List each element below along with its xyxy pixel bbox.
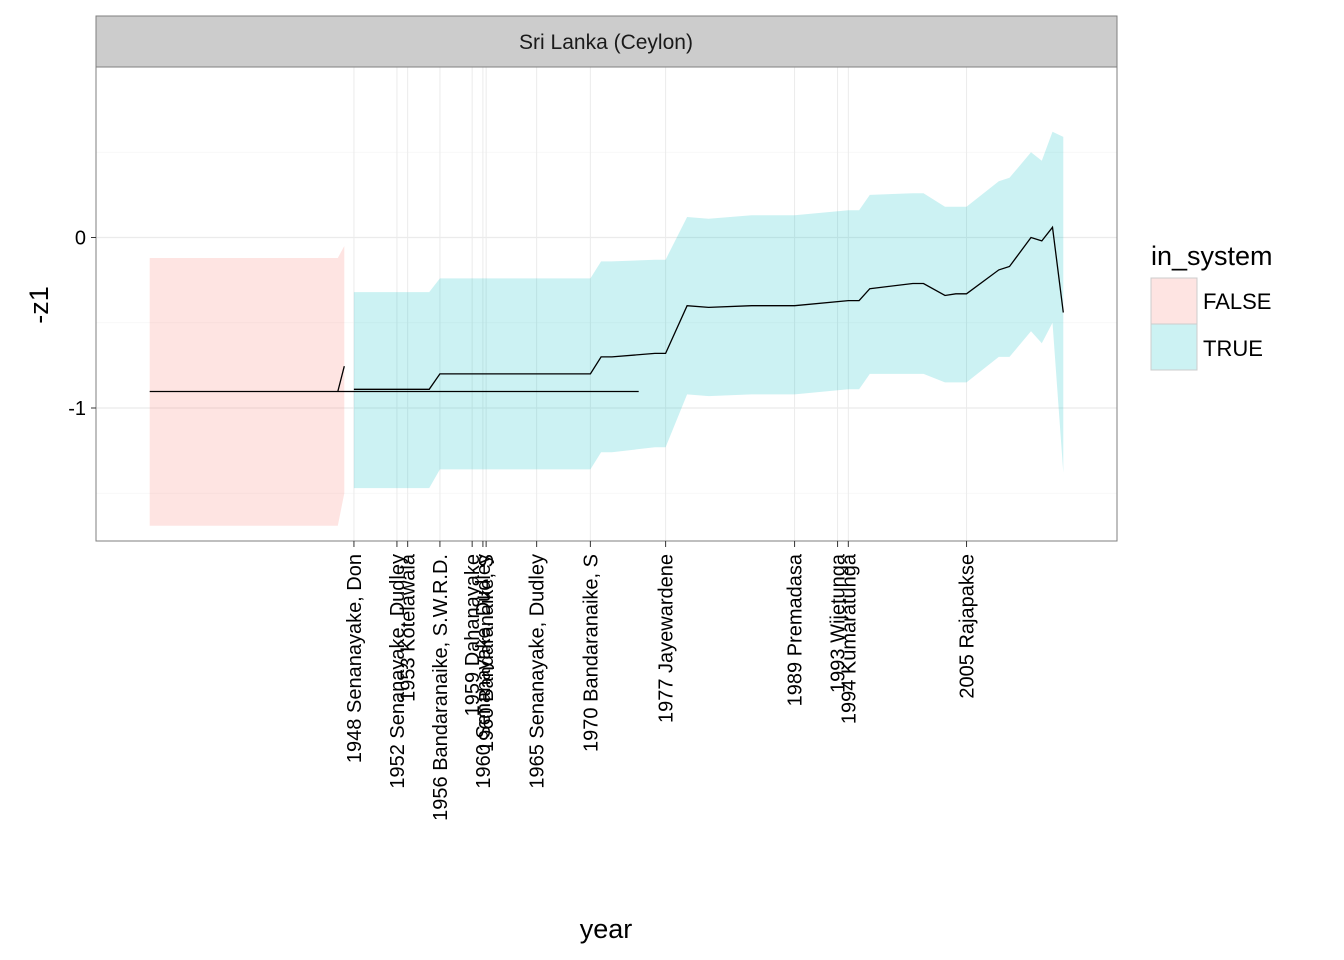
x-axis: 1948 Senanayake, Don 1952 Senanayake, Dud… bbox=[344, 541, 979, 821]
x-tick-label: 2005 Rajapakse bbox=[957, 554, 979, 699]
x-tick-label: 1993 Wijetunga bbox=[828, 553, 850, 693]
ribbon-true bbox=[353, 131, 1064, 489]
legend-label-false: FALSE bbox=[1203, 289, 1271, 314]
legend-title: in_system bbox=[1151, 241, 1273, 271]
x-tick-label: 1994 Kumaratunga bbox=[838, 553, 860, 724]
x-tick-label: 1952 Senanayake, Dudley bbox=[387, 554, 409, 789]
x-tick-label: 1989 Premadasa bbox=[785, 553, 807, 706]
grid-layer bbox=[96, 67, 1117, 541]
y-axis-title: -z1 bbox=[24, 286, 54, 324]
ribbon-false bbox=[149, 246, 639, 526]
legend: in_system FALSE TRUE bbox=[1150, 241, 1273, 371]
x-tick-label: 1977 Jayewardene bbox=[656, 554, 678, 723]
plot-panel bbox=[95, 66, 1118, 542]
facet-strip: Sri Lanka (Ceylon) bbox=[95, 15, 1118, 68]
x-tick-label: 1953 Kotelawala bbox=[398, 553, 420, 702]
legend-item-true: TRUE bbox=[1150, 323, 1263, 371]
facet-strip-title: Sri Lanka (Ceylon) bbox=[519, 31, 693, 54]
y-axis: 0 -1 bbox=[68, 228, 96, 420]
x-tick-label: 1970 Bandaranaike, S bbox=[580, 554, 602, 752]
y-tick-label: -1 bbox=[68, 398, 86, 420]
y-tick-label: 0 bbox=[75, 228, 86, 250]
x-tick-label: 1960 Bandaranaike, S bbox=[476, 554, 498, 752]
x-tick-label: 1948 Senanayake, Don bbox=[344, 554, 366, 763]
line-false bbox=[149, 366, 639, 393]
x-tick-label: 1959 Dahanayake bbox=[462, 554, 484, 716]
facet-strip-background bbox=[95, 15, 1118, 68]
line-layer bbox=[149, 225, 1064, 393]
x-axis-title: year bbox=[580, 914, 633, 944]
ribbon-layer bbox=[149, 131, 1064, 526]
x-tick-label: 1960 Senanayake, Dudley bbox=[473, 554, 495, 789]
line-true bbox=[353, 225, 1064, 390]
x-tick-label: 1965 Senanayake, Dudley bbox=[527, 554, 549, 789]
legend-label-true: TRUE bbox=[1203, 336, 1263, 361]
legend-key-true bbox=[1150, 323, 1198, 371]
panel-border bbox=[95, 66, 1118, 542]
panel-background bbox=[96, 67, 1117, 541]
x-tick-label: 1956 Bandaranaike, S.W.R.D. bbox=[430, 554, 452, 821]
legend-key-false bbox=[1150, 277, 1198, 325]
legend-item-false: FALSE bbox=[1150, 277, 1271, 325]
